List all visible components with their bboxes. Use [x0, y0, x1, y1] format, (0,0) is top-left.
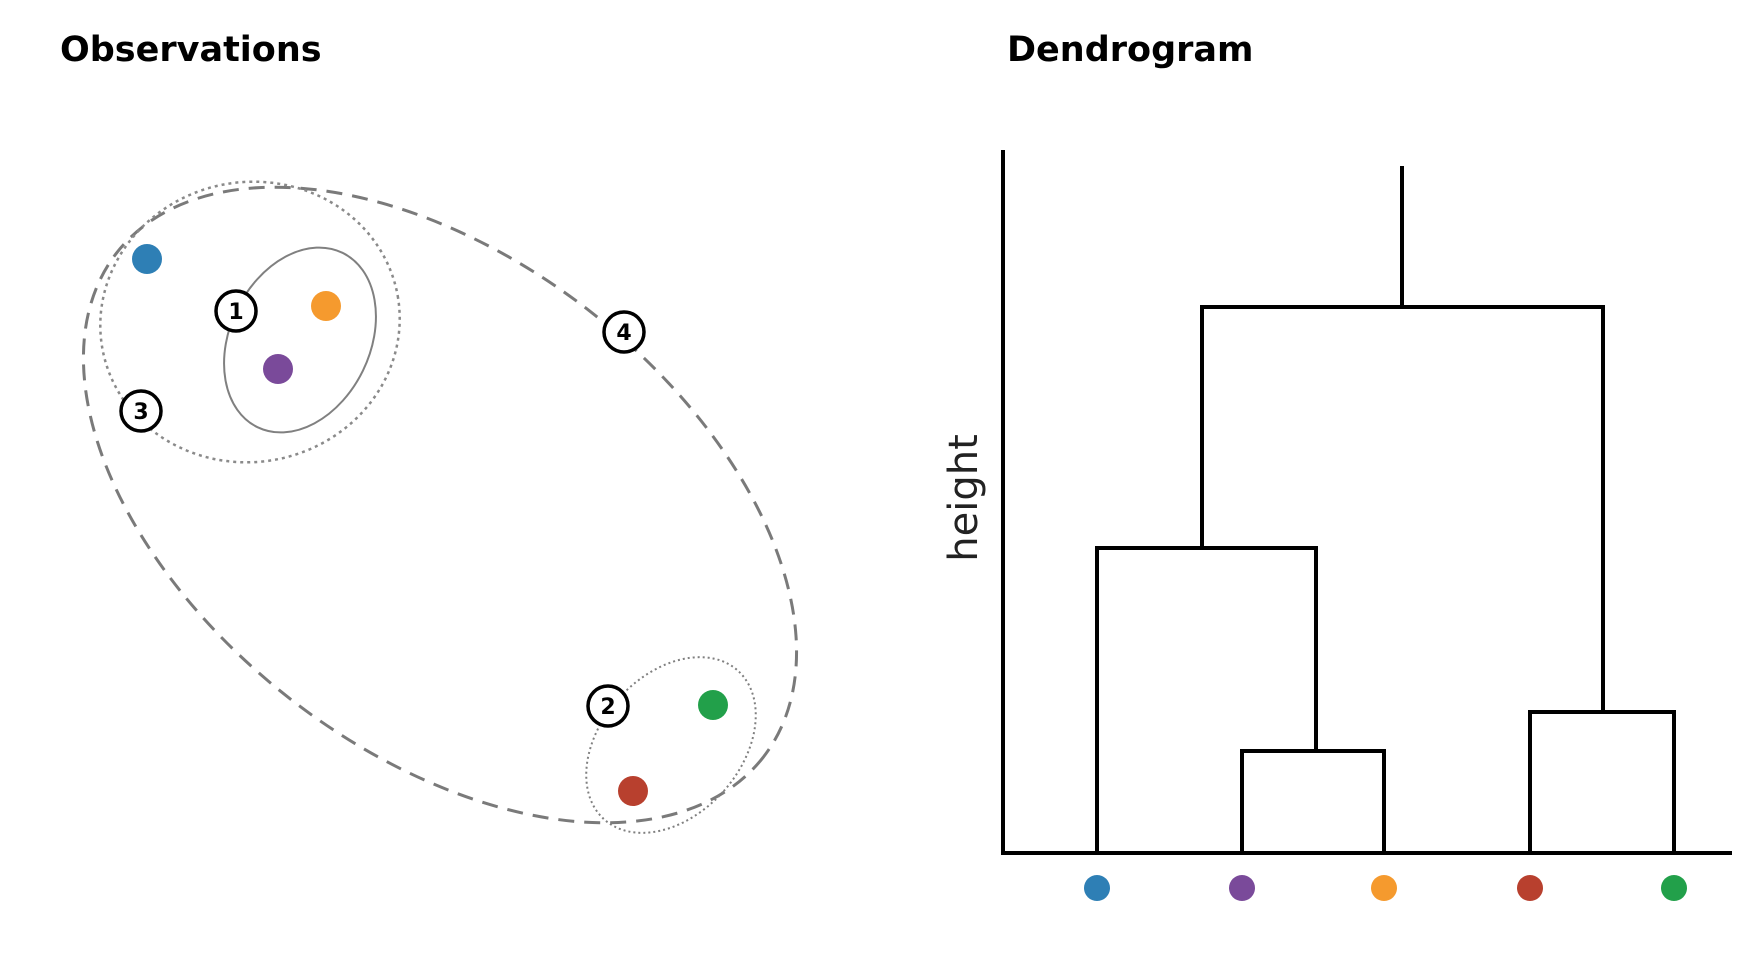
step-marker-1-label: 1 — [228, 300, 243, 325]
point-orange — [311, 291, 341, 321]
step-marker-1: 1 — [214, 289, 258, 333]
step-marker-4: 4 — [602, 310, 646, 354]
point-green — [698, 690, 728, 720]
cluster-4-outline — [81, 185, 799, 825]
point-purple — [263, 354, 293, 384]
merge-red-green — [1528, 710, 1676, 853]
step-marker-2-label: 2 — [600, 695, 615, 720]
cluster-1-outline — [223, 246, 377, 434]
point-red — [618, 776, 648, 806]
step-marker-3-label: 3 — [133, 400, 148, 425]
leaf-blue — [1084, 875, 1110, 901]
step-marker-3: 3 — [119, 389, 163, 433]
leaf-green — [1661, 875, 1687, 901]
y-axis-label: height — [941, 434, 987, 562]
merge-blue-purple-orange — [1095, 546, 1318, 853]
step-marker-2: 2 — [586, 684, 630, 728]
leaf-orange — [1371, 875, 1397, 901]
leaf-red — [1517, 875, 1543, 901]
observations-panel: 1 2 3 4 — [81, 180, 799, 834]
cluster-3-outline — [99, 180, 401, 464]
dendrogram-title: Dendrogram — [1007, 30, 1254, 70]
cluster-2-outline — [585, 656, 757, 834]
merge-purple-orange — [1240, 749, 1386, 853]
point-blue — [132, 244, 162, 274]
observations-title: Observations — [60, 30, 322, 70]
dendrogram-panel: height — [941, 150, 1732, 901]
leaf-purple — [1229, 875, 1255, 901]
step-marker-4-label: 4 — [616, 321, 631, 346]
merge-top — [1200, 305, 1605, 712]
